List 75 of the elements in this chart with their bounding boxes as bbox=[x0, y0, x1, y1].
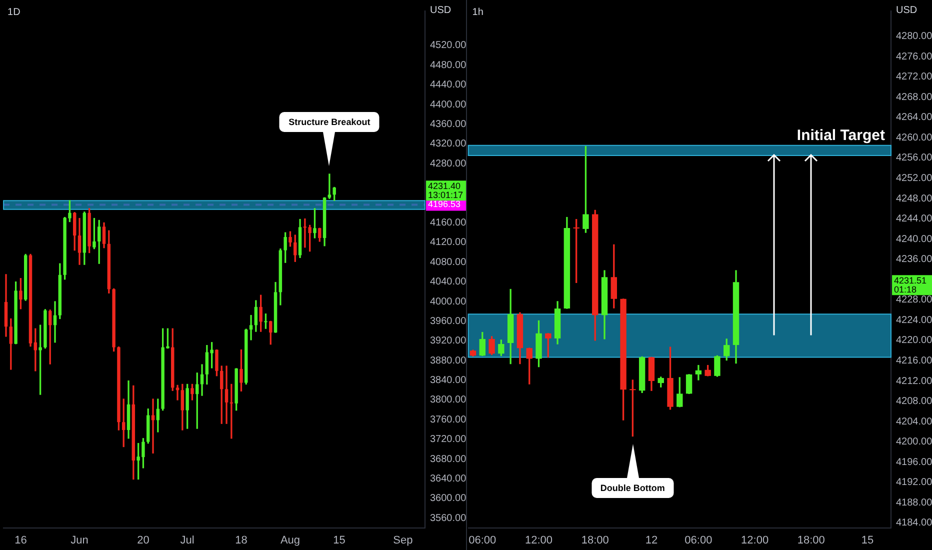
y-tick-label: 4244.00 bbox=[896, 214, 932, 225]
y-tick-label: 4000.00 bbox=[430, 296, 467, 308]
y-tick-label: 4216.00 bbox=[896, 355, 932, 366]
y-tick-label: 3920.00 bbox=[430, 336, 467, 347]
y-tick-label: 4272.00 bbox=[896, 72, 932, 83]
y-tick-label: 4280.00 bbox=[430, 158, 467, 170]
y-tick-label: 4252.00 bbox=[896, 173, 932, 184]
x-tick-label: 12 bbox=[645, 534, 658, 547]
text: 01:18 bbox=[894, 284, 917, 295]
y-tick-label: 4204.00 bbox=[896, 416, 932, 428]
y-tick-label: 3720.00 bbox=[430, 434, 467, 446]
x-tick-label: Jun bbox=[70, 534, 88, 547]
x-tick-label: Aug bbox=[280, 534, 300, 547]
band-label: Initial Target bbox=[796, 126, 885, 144]
ref-line-label: 4196.53 bbox=[428, 199, 461, 210]
y-axis-title: USD bbox=[896, 4, 918, 16]
y-tick-label: 4400.00 bbox=[430, 99, 467, 110]
y-tick-label: 4280.00 bbox=[896, 31, 932, 42]
y-tick-label: 4240.00 bbox=[896, 234, 932, 245]
y-tick-label: 4260.00 bbox=[896, 132, 932, 144]
text: 4231.40 bbox=[428, 181, 461, 192]
y-tick-label: 3800.00 bbox=[430, 394, 467, 406]
y-tick-label: 4236.00 bbox=[896, 254, 932, 266]
y-tick-label: 4120.00 bbox=[430, 237, 467, 248]
y-axis-title: USD bbox=[430, 4, 452, 16]
y-tick-label: 4248.00 bbox=[896, 193, 932, 204]
annotation: Structure Breakout bbox=[280, 112, 380, 132]
y-tick-label: 3840.00 bbox=[430, 375, 467, 386]
y-tick-label: 4188.00 bbox=[896, 497, 932, 508]
y-tick-label: 4320.00 bbox=[430, 138, 467, 150]
y-tick-label: 4268.00 bbox=[896, 92, 932, 103]
y-tick-label: 4220.00 bbox=[896, 335, 932, 346]
y-tick-label: 4480.00 bbox=[430, 60, 467, 71]
x-tick-label: 15 bbox=[861, 534, 874, 547]
x-tick-label: 12:00 bbox=[524, 534, 553, 547]
text: 13:01:17 bbox=[428, 190, 464, 200]
y-tick-label: 3560.00 bbox=[430, 512, 467, 524]
x-tick-label: Sep bbox=[393, 534, 413, 547]
y-tick-label: 4200.00 bbox=[896, 436, 932, 448]
y-tick-label: 4360.00 bbox=[430, 119, 467, 130]
y-tick-label: 4440.00 bbox=[430, 80, 467, 91]
y-tick-label: 3760.00 bbox=[430, 414, 467, 426]
y-tick-label: 3880.00 bbox=[430, 355, 467, 366]
x-tick-label: 15 bbox=[333, 534, 346, 547]
y-tick-label: 4208.00 bbox=[896, 396, 932, 408]
y-tick-label: 4224.00 bbox=[896, 314, 932, 326]
y-tick-label: 3640.00 bbox=[430, 474, 467, 485]
x-tick-label: 16 bbox=[14, 534, 27, 547]
y-tick-label: 4160.00 bbox=[430, 217, 467, 228]
x-tick-label: Jul bbox=[180, 534, 194, 547]
y-tick-label: 4192.00 bbox=[896, 477, 932, 488]
chart-title: 1h bbox=[472, 6, 484, 18]
y-tick-label: 4040.00 bbox=[430, 276, 467, 288]
y-tick-label: 4520.00 bbox=[430, 40, 467, 52]
x-tick-label: 20 bbox=[137, 534, 150, 547]
y-tick-label: 3600.00 bbox=[430, 493, 467, 504]
x-tick-label: 18:00 bbox=[797, 534, 825, 547]
y-tick-label: 4228.00 bbox=[896, 294, 932, 306]
x-tick-label: 18 bbox=[235, 534, 248, 547]
y-tick-label: 4184.00 bbox=[896, 518, 932, 529]
y-tick-label: 4256.00 bbox=[896, 152, 932, 164]
x-tick-label: 18:00 bbox=[581, 534, 609, 547]
y-tick-label: 3680.00 bbox=[430, 454, 467, 465]
chart-title: 1D bbox=[8, 6, 20, 18]
y-tick-label: 4196.00 bbox=[896, 456, 932, 468]
x-tick-label: 06:00 bbox=[684, 534, 712, 547]
y-tick-label: 3960.00 bbox=[430, 316, 467, 327]
y-tick-label: 4264.00 bbox=[896, 112, 932, 124]
annotation: Double Bottom bbox=[591, 478, 674, 498]
x-tick-label: 12:00 bbox=[741, 534, 769, 547]
y-tick-label: 4080.00 bbox=[430, 256, 467, 268]
y-tick-label: 4212.00 bbox=[896, 376, 932, 387]
text: 4231.51 bbox=[894, 276, 927, 286]
x-tick-label: 06:00 bbox=[468, 534, 496, 547]
y-tick-label: 4276.00 bbox=[896, 51, 932, 62]
